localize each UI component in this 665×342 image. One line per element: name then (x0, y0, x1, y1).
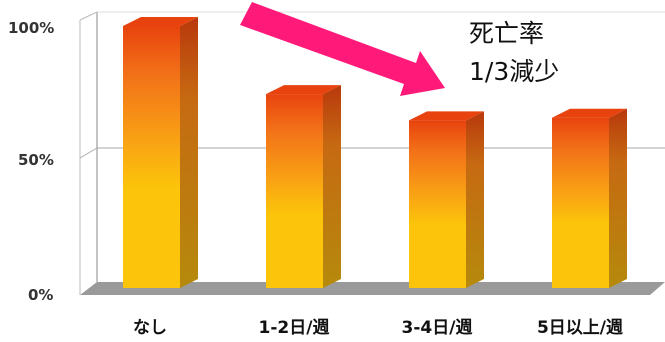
bar-front (552, 117, 609, 288)
top-gridline (79, 11, 98, 21)
y-tick-label: 0% (28, 286, 53, 304)
annotation-line-1: 死亡率 (469, 19, 544, 48)
x-tick-label: 1-2日/週 (259, 318, 330, 338)
bar-side (466, 111, 484, 288)
decrease-arrow-icon (240, 2, 445, 96)
chart-floor (80, 282, 665, 295)
x-tick-label: 3-4日/週 (402, 318, 473, 338)
bar (552, 108, 627, 288)
y-tick-label: 100% (8, 19, 54, 37)
x-tick-label: 5日以上/週 (537, 318, 623, 338)
x-tick-label: なし (133, 318, 167, 338)
bar-side (609, 108, 627, 288)
bar-side (323, 85, 341, 289)
bar-top (266, 85, 341, 95)
bar-front (123, 26, 180, 288)
bar-top (552, 108, 627, 118)
bar-front (409, 120, 466, 288)
mid-gridline (79, 147, 98, 159)
bar (409, 111, 484, 288)
annotation-line-2: 1/3減少 (469, 57, 559, 86)
bar-top (123, 17, 198, 26)
bar (123, 17, 198, 288)
bar-front (266, 94, 323, 289)
bar-top (409, 111, 484, 121)
y-tick-label: 50% (18, 151, 54, 169)
bar-side (180, 17, 198, 288)
bar (266, 85, 341, 289)
